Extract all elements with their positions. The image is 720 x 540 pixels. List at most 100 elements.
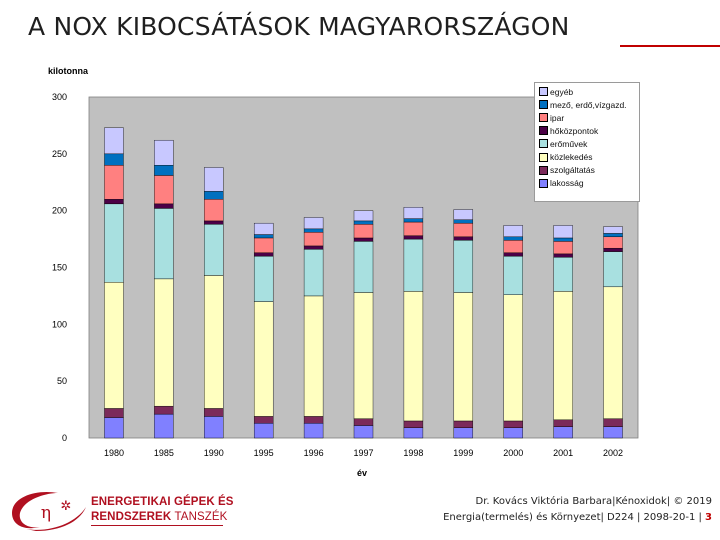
bar-segment <box>154 203 174 209</box>
x-axis-ticks: 1980 1985 1990 1995 1996 1997 1998 1999 2000 2001… <box>104 448 623 458</box>
bar-segment <box>104 203 124 283</box>
y-tick-label: 300 <box>52 92 67 102</box>
legend-item: mező, erdő,vízgazd. <box>539 98 639 111</box>
bar-segment <box>303 232 324 247</box>
bar-segment <box>353 224 374 239</box>
bar-segment <box>453 420 474 428</box>
legend-item: erőművek <box>539 137 639 150</box>
bar-segment <box>553 419 573 427</box>
bar-segment <box>453 222 474 238</box>
legend-label: lakosság <box>550 178 584 189</box>
bar-segment <box>104 417 124 439</box>
bar-segment <box>553 426 573 439</box>
bar-segment <box>603 236 623 249</box>
bar-segment <box>503 420 523 428</box>
legend-label: hőközpontok <box>550 125 599 136</box>
bar-segment <box>403 207 424 219</box>
bar-segment <box>353 425 374 439</box>
bar-segment <box>453 219 474 224</box>
footer-course-line: Energia(termelés) és Környezet| D224 | 2… <box>443 510 712 526</box>
bar-segment <box>603 426 623 439</box>
bar-segment <box>353 418 374 426</box>
bar-segment <box>553 257 573 292</box>
bar-segment <box>104 164 124 200</box>
logo-text-line2-b: TANSZÉK <box>174 511 228 523</box>
bar-segment <box>453 292 474 422</box>
bar-segment <box>104 408 124 418</box>
bar-segment <box>253 222 274 235</box>
footer-author-line: Dr. Kovács Viktória Barbara|Kénoxidok| ©… <box>475 496 712 507</box>
bar-segment <box>253 301 274 417</box>
bar-segment <box>253 255 274 302</box>
bar-segment <box>503 427 523 439</box>
bar-segment <box>553 291 573 421</box>
slide-title: A NOX KIBOCSÁTÁSOK MAGYARORSZÁGON <box>28 12 570 41</box>
legend-swatch <box>539 113 548 123</box>
x-tick-label: 1980 <box>104 448 124 458</box>
bar-segment <box>503 252 523 257</box>
stacked-bar-chart: kilotonna év 0 50 100 150 200 250 300 1980 1985… <box>48 66 639 478</box>
bar-segment <box>204 167 224 192</box>
bar-segment <box>204 408 224 417</box>
legend-item: szolgáltatás <box>539 164 639 177</box>
legend-label: szolgáltatás <box>550 165 595 176</box>
bar-segment <box>154 139 174 166</box>
x-tick-label: 1990 <box>204 448 224 458</box>
bar-segment <box>503 255 523 295</box>
legend-swatch <box>539 178 548 188</box>
bar-segment <box>303 217 324 230</box>
bars <box>104 127 623 439</box>
bar-segment <box>603 233 623 238</box>
bar-segment <box>603 418 623 427</box>
bar-segment <box>154 208 174 280</box>
y-tick-label: 0 <box>62 433 67 443</box>
bar-segment <box>253 237 274 253</box>
legend-item: ipar <box>539 111 639 124</box>
bar-segment <box>253 234 274 239</box>
bar-segment <box>154 164 174 176</box>
bar-segment <box>303 295 324 417</box>
bar-segment <box>403 291 424 422</box>
bar-segment <box>403 238 424 292</box>
bar-segment <box>303 416 324 424</box>
legend-item: egyéb <box>539 85 639 98</box>
y-axis-label: kilotonna <box>48 66 89 76</box>
bar-segment <box>104 199 124 205</box>
bar-segment <box>154 175 174 205</box>
bar-segment <box>453 236 474 241</box>
legend-item: közlekedés <box>539 150 639 163</box>
y-axis-ticks: 0 50 100 150 200 250 300 <box>52 92 67 443</box>
logo-emblem-icon: η ✲ <box>12 491 86 531</box>
bar-segment <box>303 249 324 297</box>
x-tick-label: 1999 <box>453 448 473 458</box>
bar-segment <box>403 427 424 439</box>
legend-label: egyéb <box>550 86 574 97</box>
legend-swatch <box>539 126 548 136</box>
bar-segment <box>453 240 474 293</box>
y-tick-label: 50 <box>57 376 67 386</box>
x-tick-label: 2001 <box>553 448 573 458</box>
bar-segment <box>603 286 623 419</box>
bar-segment <box>204 416 224 439</box>
bar-segment <box>104 153 124 166</box>
bar-segment <box>503 225 523 238</box>
bar-segment <box>253 416 274 424</box>
bar-segment <box>603 247 623 252</box>
bar-segment <box>553 253 573 258</box>
department-logo: η ✲ ENERGETIKAI GÉPEK ÉS RENDSZEREK TANS… <box>6 487 233 533</box>
bar-segment <box>553 237 573 242</box>
x-tick-label: 2000 <box>503 448 523 458</box>
legend-item: lakosság <box>539 177 639 190</box>
bar-segment <box>253 423 274 439</box>
bar-segment <box>154 413 174 439</box>
legend-swatch <box>539 139 548 149</box>
bar-segment <box>303 245 324 250</box>
bar-segment <box>503 294 523 422</box>
bar-segment <box>603 226 623 234</box>
bar-segment <box>204 199 224 222</box>
svg-text:η: η <box>41 503 51 523</box>
y-tick-label: 100 <box>52 319 67 329</box>
legend-label: mező, erdő,vízgazd. <box>550 99 627 110</box>
bar-segment <box>403 218 424 223</box>
y-tick-label: 250 <box>52 149 67 159</box>
